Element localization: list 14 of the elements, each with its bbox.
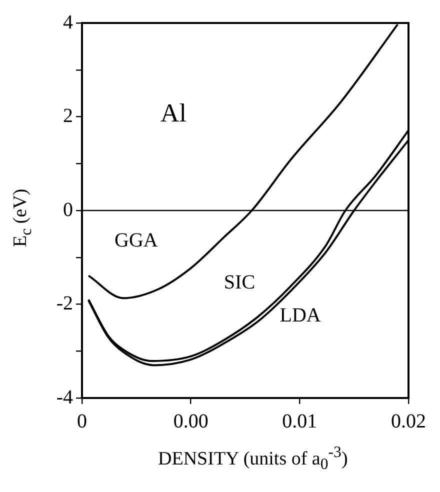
x-tick-label: 0.02 — [391, 410, 426, 432]
y-tick-label: -4 — [56, 386, 73, 408]
x-tick-label: 0.00 — [173, 410, 208, 432]
series-label: GGA — [114, 230, 158, 252]
series-label: LDA — [280, 304, 322, 326]
annotation: Al — [160, 98, 186, 128]
y-tick-label: 2 — [63, 105, 73, 127]
x-tick-label: 0.01 — [282, 410, 318, 432]
y-tick-label: 4 — [63, 11, 73, 34]
y-tick-label: 0 — [63, 198, 73, 221]
x-tick-label: 0 — [77, 410, 87, 432]
y-tick-label: -2 — [56, 292, 73, 314]
x-axis-title: DENSITY (units of a$_{0}$$^{-3}$) — [158, 444, 348, 474]
series-label: SIC — [224, 272, 256, 294]
